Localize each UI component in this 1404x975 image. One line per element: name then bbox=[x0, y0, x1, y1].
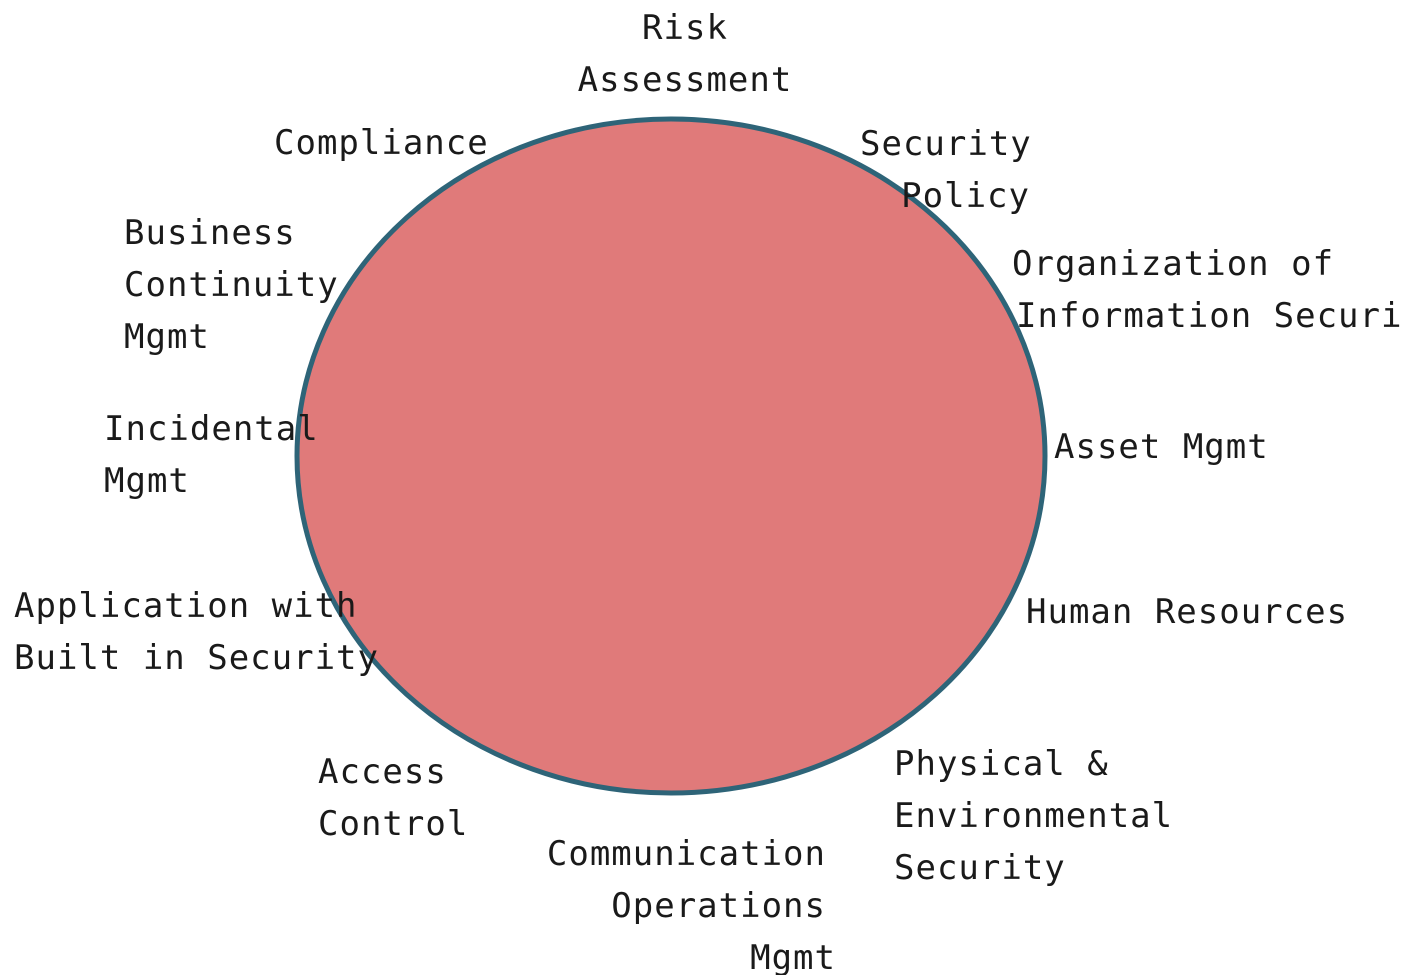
label-security-policy-line-1: Security bbox=[860, 124, 1032, 164]
label-communication-line-3: Mgmt bbox=[750, 938, 836, 975]
label-asset-mgmt: Asset Mgmt bbox=[1054, 421, 1269, 473]
label-physical-env-security: Physical & Environmental Security bbox=[894, 738, 1173, 894]
label-business-line-3: Mgmt bbox=[124, 317, 210, 357]
label-physical-line-3: Security bbox=[894, 848, 1066, 888]
label-communication-line-2: Operations bbox=[611, 886, 826, 926]
label-security-policy-line-2: Policy bbox=[901, 176, 1030, 216]
label-communication-ops-mgmt: Communication Operations Mgmt bbox=[520, 828, 836, 975]
label-application-line-1: Application with bbox=[14, 586, 358, 626]
label-risk-assessment: Risk Assessment bbox=[540, 2, 830, 106]
label-application-security: Application with Built in Security bbox=[14, 580, 379, 684]
label-incidental-mgmt: Incidental Mgmt bbox=[104, 403, 319, 507]
label-human-resources: Human Resources bbox=[1026, 586, 1348, 638]
label-security-policy: Security Policy bbox=[860, 118, 1032, 222]
label-access-control: Access Control bbox=[318, 746, 468, 850]
label-compliance: Compliance bbox=[274, 117, 489, 169]
label-organization-line-1: Organization of bbox=[1012, 244, 1335, 284]
label-physical-line-2: Environmental bbox=[894, 796, 1174, 836]
label-incidental-line-1: Incidental bbox=[104, 409, 319, 449]
label-business-line-2: Continuity bbox=[124, 265, 339, 305]
label-business-continuity-mgmt: Business Continuity Mgmt bbox=[124, 207, 339, 363]
label-application-line-2: Built in Security bbox=[14, 638, 379, 678]
central-circle bbox=[294, 116, 1048, 796]
label-organization-line-2: Information Security bbox=[1016, 296, 1404, 336]
label-risk-assessment-line-1: Risk bbox=[642, 8, 728, 48]
label-business-line-1: Business bbox=[124, 213, 296, 253]
label-asset-mgmt-line-1: Asset Mgmt bbox=[1054, 427, 1269, 467]
label-access-control-line-1: Access bbox=[318, 752, 447, 792]
label-risk-assessment-line-2: Assessment bbox=[577, 60, 793, 100]
label-incidental-line-2: Mgmt bbox=[104, 461, 190, 501]
label-compliance-line-1: Compliance bbox=[274, 123, 489, 163]
label-human-resources-line-1: Human Resources bbox=[1026, 592, 1349, 632]
label-physical-line-1: Physical & bbox=[894, 744, 1109, 784]
label-access-control-line-2: Control bbox=[318, 804, 469, 844]
label-communication-line-1: Communication bbox=[546, 834, 826, 874]
label-organization-info-security: Organization of Information Security bbox=[1012, 238, 1404, 342]
